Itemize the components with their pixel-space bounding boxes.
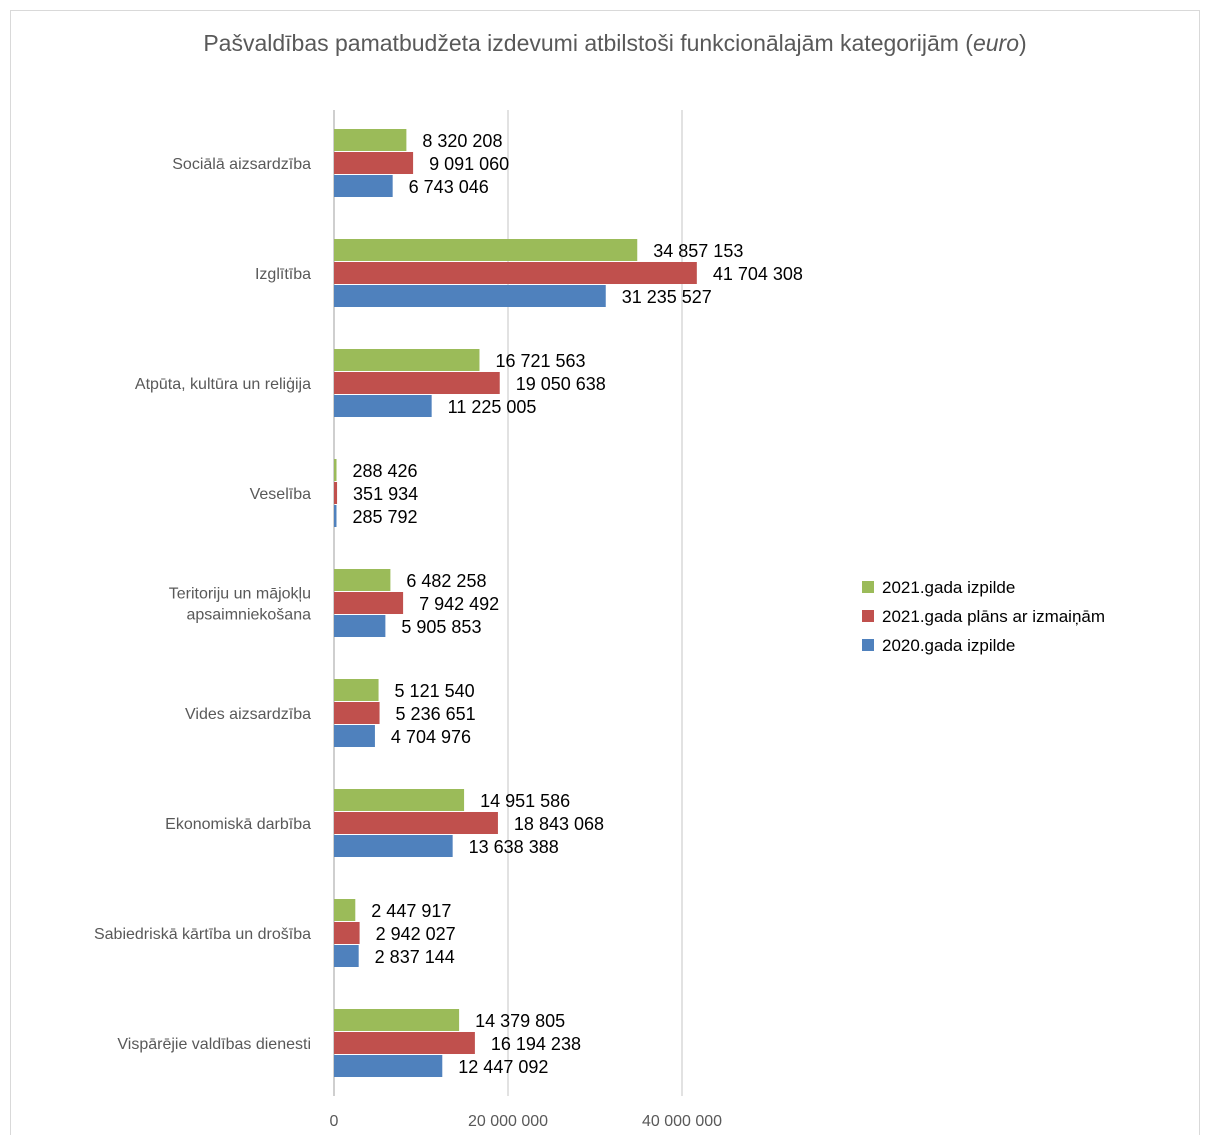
data-label: 7 942 492 <box>419 594 499 614</box>
data-label: 288 426 <box>353 461 418 481</box>
data-label: 14 379 805 <box>475 1011 565 1031</box>
category-labels: Sociālā aizsardzība Izglītība Atpūta, kult… <box>94 156 311 1053</box>
data-label: 8 320 208 <box>422 131 502 151</box>
x-tick-label: 40 000 000 <box>642 1113 722 1130</box>
x-tick-label: 0 <box>330 1113 339 1130</box>
legend-swatch <box>862 581 874 593</box>
data-label: 2 447 917 <box>371 901 451 921</box>
data-label: 2 837 144 <box>375 947 455 967</box>
bar <box>334 395 432 417</box>
bar <box>334 899 355 921</box>
data-label: 18 843 068 <box>514 814 604 834</box>
data-label: 5 905 853 <box>401 617 481 637</box>
bar <box>334 725 375 747</box>
category-label: Veselība <box>250 486 311 503</box>
data-label: 12 447 092 <box>458 1057 548 1077</box>
bar <box>334 1055 442 1077</box>
data-label: 41 704 308 <box>713 264 803 284</box>
data-label: 5 121 540 <box>395 681 475 701</box>
data-label: 351 934 <box>353 484 418 504</box>
data-label: 13 638 388 <box>469 837 559 857</box>
category-label: Ekonomiskā darbība <box>165 816 311 833</box>
data-label: 6 743 046 <box>409 177 489 197</box>
bar <box>334 152 413 174</box>
bar <box>334 702 380 724</box>
category-label: apsaimniekošana <box>186 607 311 624</box>
data-label: 6 482 258 <box>406 571 486 591</box>
data-label: 4 704 976 <box>391 727 471 747</box>
bar <box>334 482 337 504</box>
x-axis-ticks: 0 20 000 000 40 000 000 <box>330 1113 723 1130</box>
bar <box>334 505 336 527</box>
data-label: 5 236 651 <box>396 704 476 724</box>
data-label: 2 942 027 <box>376 924 456 944</box>
bar <box>334 175 393 197</box>
bar <box>334 812 498 834</box>
category-label: Vides aizsardzība <box>185 706 311 723</box>
bar <box>334 592 403 614</box>
bar <box>334 129 406 151</box>
legend: 2021.gada izpilde 2021.gada plāns ar izma… <box>862 578 1105 655</box>
data-label: 16 194 238 <box>491 1034 581 1054</box>
bar <box>334 945 359 967</box>
bar <box>334 1009 459 1031</box>
bar <box>334 239 637 261</box>
data-label: 285 792 <box>352 507 417 527</box>
bar <box>334 789 464 811</box>
bar <box>334 349 479 371</box>
bar <box>334 679 379 701</box>
x-tick-label: 20 000 000 <box>468 1113 548 1130</box>
category-label: Atpūta, kultūra un reliģija <box>135 375 311 393</box>
bar <box>334 615 385 637</box>
bar <box>334 285 606 307</box>
category-label: Izglītība <box>255 266 311 283</box>
category-label: Sociālā aizsardzība <box>172 156 311 173</box>
data-label: 16 721 563 <box>495 351 585 371</box>
bar <box>334 372 500 394</box>
bar <box>334 262 697 284</box>
legend-label: 2021.gada izpilde <box>882 578 1015 597</box>
legend-swatch <box>862 610 874 622</box>
legend-swatch <box>862 639 874 651</box>
data-label: 9 091 060 <box>429 154 509 174</box>
category-label: Vispārējie valdības dienesti <box>117 1036 311 1053</box>
legend-label: 2020.gada izpilde <box>882 636 1015 655</box>
data-label: 14 951 586 <box>480 791 570 811</box>
bar <box>334 459 337 481</box>
data-label: 31 235 527 <box>622 287 712 307</box>
category-label: Sabiedriskā kārtība un drošība <box>94 926 311 943</box>
category-label: Teritoriju un mājokļu <box>169 586 311 603</box>
bar <box>334 1032 475 1054</box>
data-label: 34 857 153 <box>653 241 743 261</box>
bar <box>334 569 390 591</box>
bar <box>334 922 360 944</box>
data-label: 19 050 638 <box>516 374 606 394</box>
legend-label: 2021.gada plāns ar izmaiņām <box>882 607 1105 626</box>
bar <box>334 835 453 857</box>
data-label: 11 225 005 <box>448 397 537 417</box>
